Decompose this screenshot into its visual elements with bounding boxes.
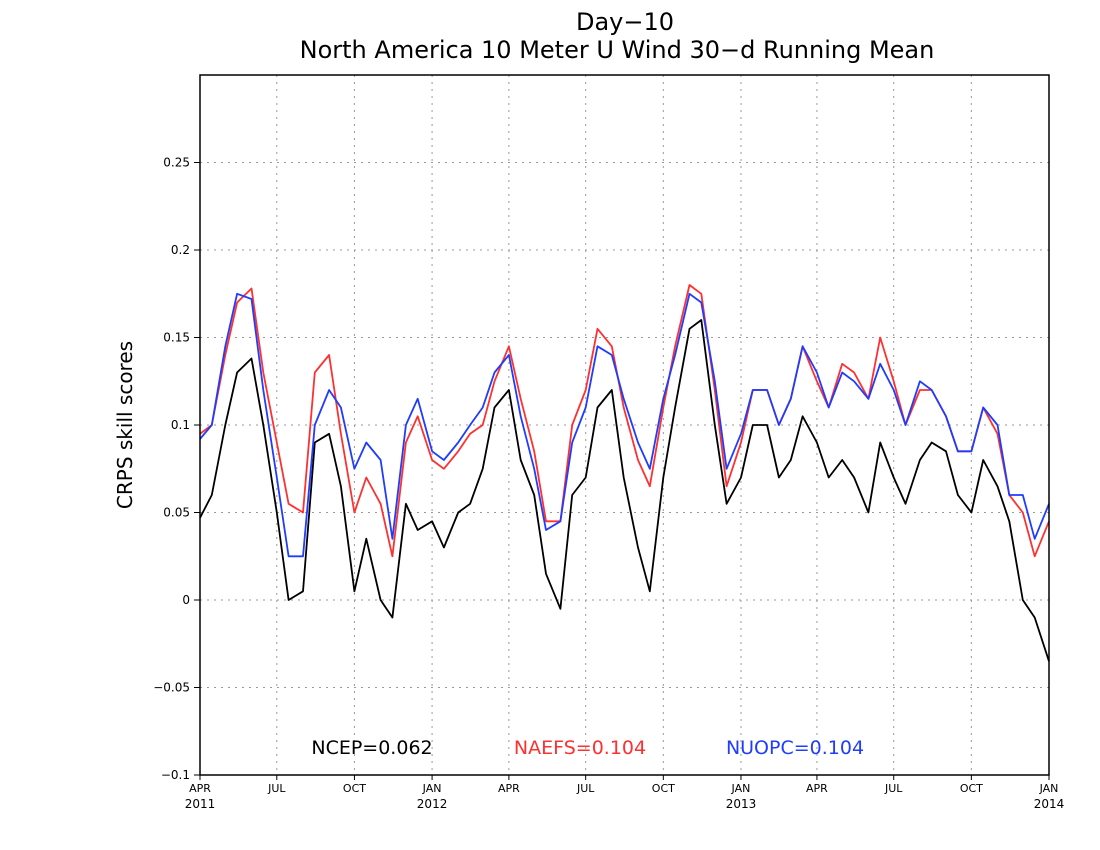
x-tick-label: OCT (652, 782, 675, 795)
y-axis-label: CRPS skill scores (113, 341, 137, 509)
legend: NCEP=0.062 NAEFS=0.104 NUOPC=0.104 (311, 737, 864, 759)
grid-lines (200, 75, 1049, 775)
x-axis: APR 2011 JUL OCT JAN 2012 APR JUL OCT JAN 2013 APR J… (185, 775, 1065, 811)
y-tick-label: 0.1 (171, 418, 190, 432)
x-tick-label: JAN (1039, 782, 1059, 795)
series-line-naefs (199, 284, 1050, 558)
x-tick-label: APR (498, 782, 520, 795)
legend-entry: NUOPC=0.104 (726, 737, 864, 759)
y-tick-label: 0.15 (163, 331, 190, 345)
y-tick-label: 0.05 (163, 506, 190, 520)
x-tick-label: OCT (343, 782, 366, 795)
series-lines (199, 284, 1050, 662)
x-tick-label: JUL (267, 782, 286, 795)
legend-entry: NAEFS=0.104 (514, 737, 646, 759)
y-tick-label: −0.05 (153, 681, 190, 695)
x-tick-label: OCT (960, 782, 983, 795)
x-tick-year-label: 2013 (726, 797, 757, 811)
x-tick-label: JUL (576, 782, 595, 795)
legend-entry: NCEP=0.062 (311, 737, 432, 759)
y-axis: −0.1 −0.05 0 0.05 0.1 0.15 0.2 0.25 (153, 156, 200, 782)
x-tick-year-label: 2012 (417, 797, 448, 811)
y-tick-label: −0.1 (161, 768, 190, 782)
x-tick-year-label: 2014 (1034, 797, 1065, 811)
x-tick-year-label: 2011 (185, 797, 216, 811)
y-tick-label: 0.25 (163, 156, 190, 170)
x-tick-label: APR (806, 782, 828, 795)
series-line-nuopc (199, 292, 1050, 558)
x-tick-label: APR (189, 782, 211, 795)
chart-subtitle: North America 10 Meter U Wind 30−d Runni… (300, 36, 935, 64)
x-tick-label: JAN (422, 782, 442, 795)
y-tick-label: 0.2 (171, 243, 190, 257)
x-tick-label: JAN (731, 782, 751, 795)
x-tick-label: JUL (884, 782, 903, 795)
y-tick-label: 0 (182, 593, 190, 607)
series-line-ncep (199, 319, 1050, 662)
chart-title: Day−10 (576, 8, 674, 36)
